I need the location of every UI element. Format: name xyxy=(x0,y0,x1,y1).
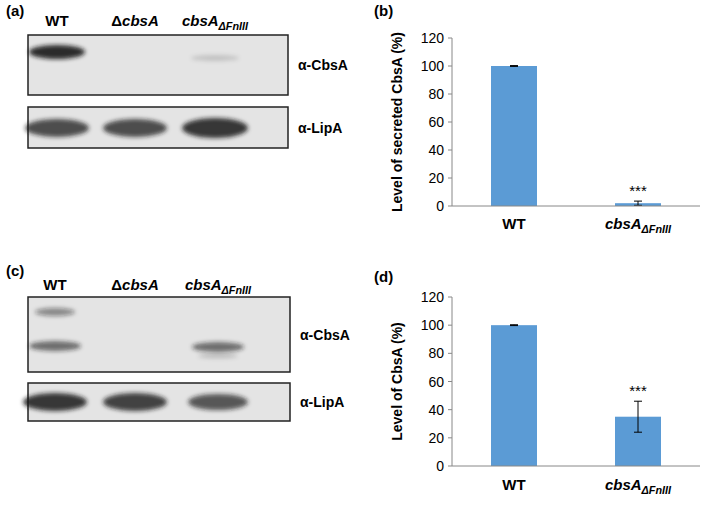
y-tick xyxy=(448,38,452,39)
lane-label: ΔcbsA xyxy=(111,276,158,293)
y-tick xyxy=(448,178,452,179)
bars xyxy=(491,325,661,466)
y-tick-label: 20 xyxy=(428,170,444,186)
antibody-label: α-CbsA xyxy=(298,57,348,73)
error-bar xyxy=(510,324,518,326)
bar-chart: 0 20 40 60 80 100 120 Level of secreted CbsA (%… xyxy=(389,30,700,235)
blot-membrane xyxy=(28,35,288,95)
blot-band xyxy=(23,393,87,411)
y-tick xyxy=(448,66,452,67)
blot-band xyxy=(191,55,239,61)
blot-band xyxy=(103,393,167,411)
blot-band xyxy=(188,394,248,410)
blot-band xyxy=(25,119,89,137)
bar xyxy=(491,325,537,466)
antibody-label: α-CbsA xyxy=(300,327,350,343)
lane-label: cbsAΔFnIII xyxy=(182,12,249,32)
x-axis xyxy=(452,206,700,207)
y-tick xyxy=(448,150,452,151)
panel-label: (b) xyxy=(374,2,393,19)
blot-band xyxy=(103,119,167,137)
y-axis-title: Level of secreted CbsA (%) xyxy=(389,32,405,212)
blot-band xyxy=(29,341,81,351)
blot-band xyxy=(29,45,85,59)
y-tick xyxy=(448,206,452,207)
x-tick-label: WT xyxy=(502,215,525,232)
blot-panel: WT ΔcbsA cbsAΔFnIII α-CbsA α-LipA xyxy=(25,12,348,148)
y-tick-label: 0 xyxy=(436,458,444,474)
bars xyxy=(491,66,661,206)
y-tick-label: 60 xyxy=(428,114,444,130)
lane-label: WT xyxy=(43,276,66,293)
x-axis xyxy=(452,466,700,467)
y-tick-label: 40 xyxy=(428,402,444,418)
y-tick-label: 20 xyxy=(428,430,444,446)
y-axis-title: Level of CbsA (%) xyxy=(389,322,405,441)
y-axis xyxy=(452,297,453,466)
y-tick-label: 80 xyxy=(428,345,444,361)
y-tick-label: 100 xyxy=(421,58,445,74)
lane-label: cbsAΔFnIII xyxy=(185,276,252,296)
y-tick-label: 100 xyxy=(421,317,445,333)
y-tick xyxy=(448,94,452,95)
y-tick xyxy=(448,466,452,467)
error-bar xyxy=(510,65,518,67)
y-tick xyxy=(448,353,452,354)
blot-band xyxy=(35,308,75,316)
x-tick-label: cbsAΔFnIII xyxy=(605,215,672,235)
blot-membrane xyxy=(28,297,290,372)
x-tick-label: cbsAΔFnIII xyxy=(605,476,672,496)
y-tick-label: 80 xyxy=(428,86,444,102)
error-bar xyxy=(634,201,642,205)
figure: (a) (b) (c) (d) WT ΔcbsA cbsAΔFnIII α-CbsA α-Lip… xyxy=(0,0,709,521)
bar xyxy=(491,66,537,206)
blot-band xyxy=(182,118,248,138)
x-tick-label: WT xyxy=(502,476,525,493)
y-tick-label: 40 xyxy=(428,142,444,158)
y-tick xyxy=(448,409,452,410)
panel-label: (c) xyxy=(6,262,24,279)
blot-panel: WT ΔcbsA cbsAΔFnIII α-CbsA α-LipA xyxy=(23,276,350,421)
y-tick-label: 60 xyxy=(428,374,444,390)
significance-annotation: *** xyxy=(629,382,647,399)
y-tick-label: 120 xyxy=(421,289,445,305)
error-bar xyxy=(634,401,642,432)
y-tick xyxy=(448,381,452,382)
y-tick xyxy=(448,437,452,438)
y-tick xyxy=(448,297,452,298)
antibody-label: α-LipA xyxy=(300,394,344,410)
panel-label: (d) xyxy=(374,268,393,285)
panel-label: (a) xyxy=(6,2,24,19)
y-axis xyxy=(452,38,453,206)
y-tick xyxy=(448,325,452,326)
y-tick xyxy=(448,122,452,123)
lane-label: WT xyxy=(45,12,68,29)
blot-band xyxy=(198,354,238,358)
significance-annotation: *** xyxy=(629,182,647,199)
y-tick-label: 0 xyxy=(436,198,444,214)
antibody-label: α-LipA xyxy=(298,120,342,136)
bar-chart: 0 20 40 60 80 100 120 Level of CbsA (%) WT cbsAΔF… xyxy=(389,289,700,496)
lane-label: ΔcbsA xyxy=(111,12,158,29)
blot-band xyxy=(192,342,244,352)
y-tick-label: 120 xyxy=(421,30,445,46)
